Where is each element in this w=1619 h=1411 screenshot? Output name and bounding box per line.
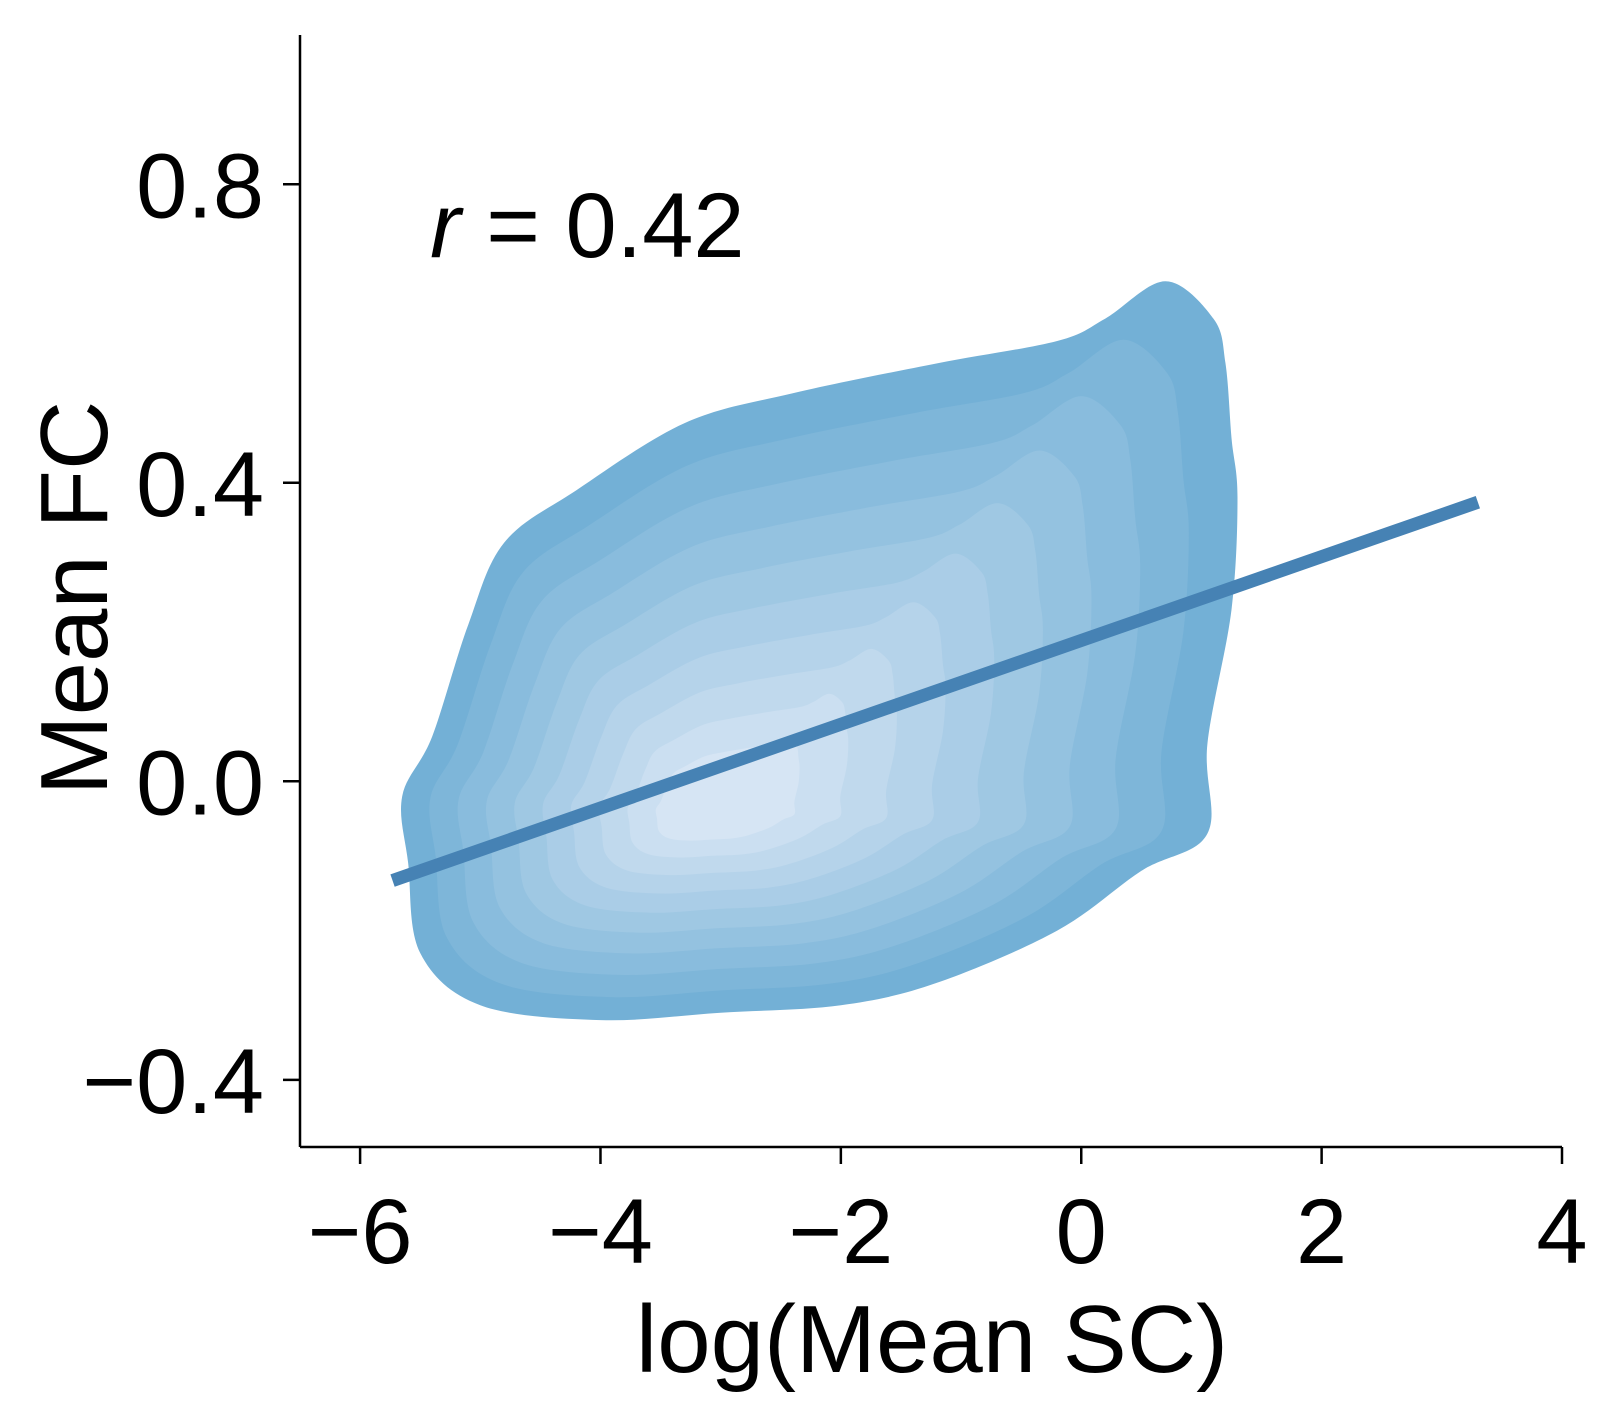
x-tick-label: −4 bbox=[548, 1181, 653, 1283]
x-tick-label: 2 bbox=[1296, 1181, 1347, 1283]
axes: −6 −4 −2 0 2 4 −0.4 0.0 0.4 0.8 bbox=[82, 35, 1588, 1283]
correlation-value: = 0.42 bbox=[461, 175, 745, 277]
correlation-variable: r bbox=[430, 175, 464, 277]
labels: r = 0.42 log(Mean SC) Mean FC bbox=[21, 175, 1228, 1393]
correlation-annotation: r = 0.42 bbox=[430, 175, 745, 277]
y-tick-label: −0.4 bbox=[82, 1031, 264, 1133]
y-tick-label: 0.8 bbox=[136, 135, 264, 237]
density-contours bbox=[400, 281, 1238, 1021]
y-tick-label: 0.0 bbox=[136, 732, 264, 834]
x-tick-label: −2 bbox=[788, 1181, 893, 1283]
regression-line bbox=[390, 496, 1481, 887]
x-axis-title: log(Mean SC) bbox=[636, 1286, 1228, 1393]
regression-line-group bbox=[390, 496, 1481, 887]
y-tick-label: 0.4 bbox=[136, 434, 264, 536]
density-level-10 bbox=[655, 736, 800, 841]
y-axis-title: Mean FC bbox=[21, 401, 128, 796]
x-tick-label: 4 bbox=[1536, 1181, 1587, 1283]
x-tick-label: −6 bbox=[308, 1181, 413, 1283]
x-tick-label: 0 bbox=[1056, 1181, 1107, 1283]
